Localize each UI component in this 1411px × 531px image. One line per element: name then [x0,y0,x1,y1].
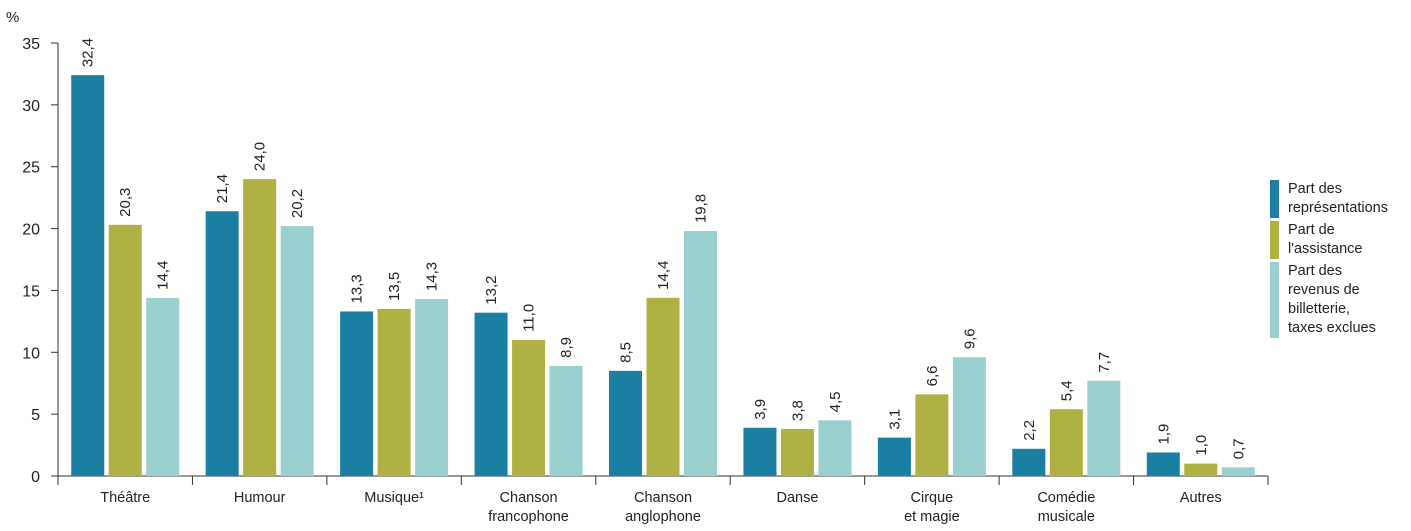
y-tick-label-10: 10 [22,345,40,362]
data-label-6-1: 6,6 [924,365,941,386]
y-axis-unit-label: % [6,9,19,26]
category-label-6: Cirque et magie [904,490,960,525]
bar-6-0 [877,437,911,476]
bar-1-1 [243,179,277,477]
y-tick-label-15: 15 [22,283,40,300]
y-tick-label-25: 25 [22,160,40,177]
category-label-3: Chanson francophone [488,490,569,525]
data-label-0-0: 32,4 [80,38,97,67]
bar-5-2 [818,420,852,476]
data-label-2-0: 13,3 [349,274,366,303]
data-label-4-1: 14,4 [655,261,672,290]
bar-3-1 [512,339,546,476]
bar-1-2 [280,226,314,476]
data-label-5-1: 3,8 [789,400,806,421]
data-label-3-1: 11,0 [521,304,538,332]
category-label-line: francophone [488,509,569,525]
data-label-4-2: 19,8 [693,194,710,223]
bar-8-0 [1146,452,1180,476]
bar-0-1 [108,224,142,476]
category-label-5: Danse [776,490,818,506]
bar-2-0 [340,311,374,476]
data-label-7-1: 5,4 [1058,380,1075,401]
legend-swatch-0 [1270,180,1279,218]
category-label-0: Théâtre [100,490,150,506]
data-label-1-2: 20,2 [289,189,306,218]
data-label-0-2: 14,4 [155,261,172,290]
category-label-1: Humour [234,490,286,506]
bar-4-2 [684,231,717,476]
bar-6-2 [952,357,986,476]
bar-7-0 [1012,448,1046,476]
bar-7-1 [1049,409,1083,476]
category-label-line: Théâtre [100,490,150,506]
data-label-8-0: 1,9 [1155,424,1172,445]
bar-5-0 [743,427,777,476]
category-label-7: Comédie musicale [1037,490,1095,525]
category-label-4: Chanson anglophone [625,490,701,525]
bar-0-0 [71,75,105,476]
data-label-5-0: 3,9 [752,399,769,420]
category-label-line: Humour [234,490,286,506]
category-label-line: Musique¹ [364,490,424,506]
bar-0-2 [146,297,180,476]
category-label-8: Autres [1180,490,1222,506]
y-tick-label-0: 0 [31,469,40,486]
bar-8-2 [1221,467,1255,476]
data-label-6-0: 3,1 [886,409,903,430]
data-label-2-1: 13,5 [386,272,403,301]
legend-item-0: Part des représentations [1270,180,1411,218]
bar-4-1 [646,297,680,476]
legend-item-2: Part des revenus de billetterie, taxes e… [1270,262,1411,338]
category-label-line: Chanson [500,490,558,506]
category-label-line: Chanson [634,490,692,506]
legend-item-1: Part de l'assistance [1270,221,1411,259]
data-label-4-0: 8,5 [618,342,635,363]
legend-swatch-1 [1270,221,1279,259]
y-tick-label-30: 30 [22,98,40,115]
category-label-line: anglophone [625,509,701,525]
data-label-7-2: 7,7 [1096,352,1113,373]
data-label-2-2: 14,3 [424,262,441,291]
data-label-3-0: 13,2 [483,275,500,304]
legend: Part des représentations Part de l'assist… [1270,180,1411,338]
y-tick-label-5: 5 [31,407,40,424]
category-label-2: Musique¹ [364,490,424,506]
data-label-6-2: 9,6 [961,328,978,349]
data-label-1-0: 21,4 [214,174,231,203]
y-tick-label-35: 35 [22,36,40,53]
data-label-5-2: 4,5 [827,391,844,412]
bar-4-0 [609,370,642,476]
bar-6-1 [915,394,949,476]
data-label-3-2: 8,9 [558,337,575,358]
category-label-line: Danse [776,490,818,506]
category-label-line: et magie [904,509,960,525]
bar-3-0 [474,312,508,476]
data-label-1-1: 24,0 [252,142,269,171]
bar-8-1 [1184,463,1218,476]
legend-swatch-2 [1270,262,1279,338]
category-label-line: Cirque [911,490,954,506]
data-label-0-1: 20,3 [117,188,134,217]
data-label-8-1: 1,0 [1193,435,1210,456]
category-label-line: Autres [1180,490,1222,506]
legend-label-0: Part des représentations [1288,181,1388,216]
legend-label-2: Part des revenus de billetterie, taxes e… [1288,263,1376,336]
bar-3-2 [549,365,583,476]
bar-5-1 [780,428,814,476]
bar-2-2 [415,299,449,476]
category-label-line: Comédie [1037,490,1095,506]
y-tick-label-20: 20 [22,222,40,239]
data-label-7-0: 2,2 [1021,420,1038,441]
data-label-8-2: 0,7 [1230,438,1247,459]
bar-1-0 [205,211,239,476]
category-label-line: musicale [1038,509,1095,525]
bar-7-2 [1087,380,1121,476]
bar-2-1 [377,308,411,476]
legend-label-1: Part de l'assistance [1288,222,1363,257]
